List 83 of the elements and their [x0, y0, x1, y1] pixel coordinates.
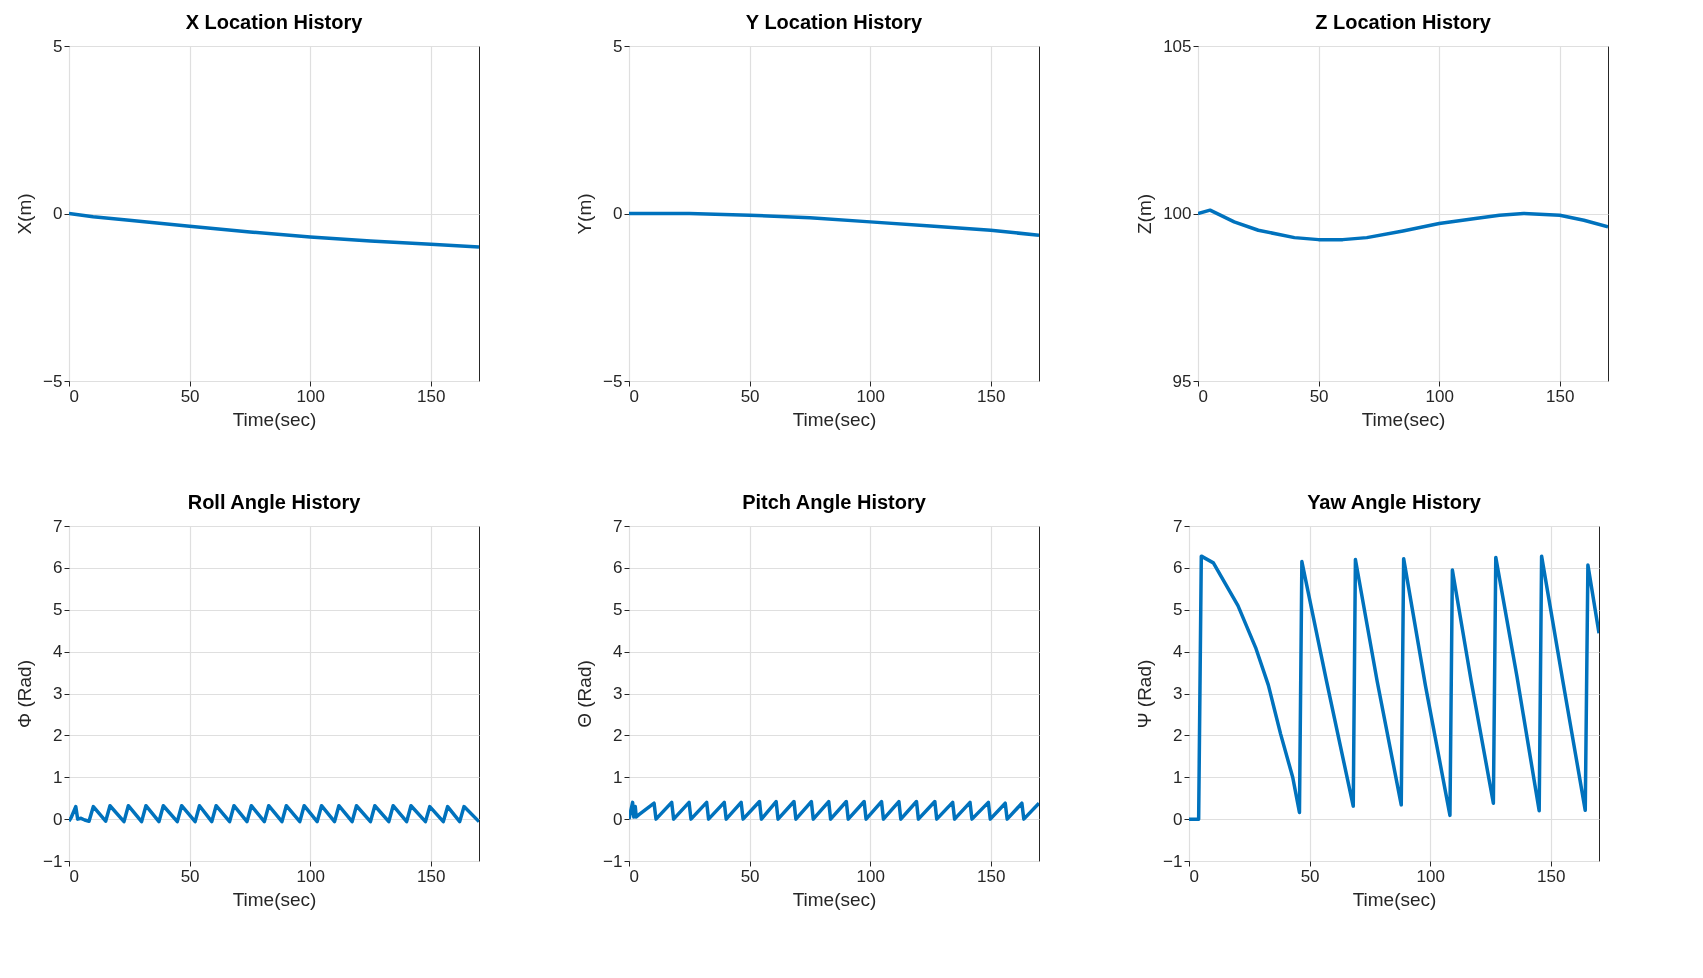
x-tick-label: 100 — [856, 866, 885, 886]
y-tick-label: 2 — [53, 725, 63, 745]
line-series — [69, 803, 479, 824]
y-axis-title: Θ (Rad) — [574, 660, 596, 728]
y-tick-label: 0 — [53, 204, 63, 223]
x-axis-title: Time(sec) — [792, 888, 877, 910]
y-tick-label: 0 — [1173, 809, 1183, 829]
y-tick-label: −5 — [603, 371, 623, 391]
x-tick-label: 100 — [856, 386, 885, 406]
y-tick-label: 1 — [53, 767, 63, 787]
y-tick-label: 0 — [613, 204, 623, 223]
x-tick-label: 50 — [180, 866, 200, 886]
x-tick-label: 100 — [296, 866, 325, 886]
x-tick-label: 100 — [296, 386, 325, 406]
y-tick-label: 3 — [613, 684, 623, 703]
x-tick-label: 0 — [629, 386, 639, 406]
x-axis-title: Time(sec) — [792, 408, 877, 430]
y-tick-label: 100 — [1163, 204, 1192, 223]
x-tick-label: 50 — [1309, 386, 1329, 406]
x-tick-label: 100 — [1425, 386, 1454, 406]
x-axis-title: Time(sec) — [1361, 408, 1446, 430]
chart-title: Roll Angle History — [187, 491, 362, 513]
x-tick-label: 0 — [1198, 386, 1208, 406]
x-tick-label: 150 — [1537, 866, 1566, 886]
y-tick-label: 3 — [1173, 684, 1183, 703]
y-axis-title: Y(m) — [574, 193, 596, 235]
y-tick-label: −1 — [43, 851, 63, 871]
x-tick-label: 0 — [69, 866, 79, 886]
x-tick-label: 50 — [740, 866, 760, 886]
y-tick-label: 1 — [1173, 767, 1183, 787]
x-tick-label: 100 — [1416, 866, 1445, 886]
x-tick-label: 50 — [180, 386, 200, 406]
y-tick-label: 3 — [53, 684, 63, 703]
x-axis-title: Time(sec) — [232, 888, 317, 910]
y-tick-label: 5 — [613, 36, 623, 56]
x-tick-label: 50 — [740, 386, 760, 406]
y-tick-label: 5 — [613, 600, 623, 620]
y-axis-title: Ψ (Rad) — [1134, 659, 1156, 729]
y-axis-title: Φ (Rad) — [14, 660, 36, 728]
y-tick-label: 4 — [1173, 642, 1183, 662]
chart-title: Y Location History — [745, 11, 924, 33]
x-tick-label: 0 — [69, 386, 79, 406]
y-tick-label: 6 — [613, 558, 623, 578]
x-tick-label: 150 — [1546, 386, 1575, 406]
x-tick-label: 150 — [977, 866, 1006, 886]
y-tick-label: 4 — [53, 642, 63, 662]
y-tick-label: 2 — [613, 725, 623, 745]
line-series — [1189, 554, 1599, 821]
x-tick-label: 150 — [417, 866, 446, 886]
y-tick-label: 105 — [1163, 36, 1192, 56]
x-axis-title: Time(sec) — [1352, 888, 1437, 910]
y-tick-label: 4 — [613, 642, 623, 662]
chart-title: Yaw Angle History — [1307, 491, 1482, 513]
y-tick-label: −5 — [43, 371, 63, 391]
y-tick-label: 0 — [53, 809, 63, 829]
y-tick-label: 2 — [1173, 725, 1183, 745]
y-tick-label: 6 — [1173, 558, 1183, 578]
x-tick-label: 150 — [417, 386, 446, 406]
x-axis-title: Time(sec) — [232, 408, 317, 430]
chart-title: X Location History — [185, 11, 364, 33]
y-tick-label: 0 — [613, 809, 623, 829]
line-series — [69, 211, 479, 249]
y-tick-label: 95 — [1172, 371, 1192, 391]
line-series — [629, 211, 1039, 238]
chart-title: Pitch Angle History — [742, 491, 927, 513]
y-axis-title: Z(m) — [1134, 193, 1156, 235]
y-tick-label: 7 — [53, 516, 63, 536]
line-series — [1198, 208, 1608, 242]
y-tick-label: 6 — [53, 558, 63, 578]
line-series — [629, 799, 1039, 821]
y-axis-title: X(m) — [14, 193, 36, 235]
y-tick-label: 1 — [613, 767, 623, 787]
y-tick-label: −1 — [1163, 851, 1183, 871]
y-tick-label: 5 — [53, 36, 63, 56]
y-tick-label: 7 — [613, 516, 623, 536]
x-tick-label: 150 — [977, 386, 1006, 406]
y-tick-label: −1 — [603, 851, 623, 871]
x-tick-label: 0 — [629, 866, 639, 886]
chart-title: Z Location History — [1315, 11, 1492, 33]
y-tick-label: 5 — [53, 600, 63, 620]
y-tick-label: 5 — [1173, 600, 1183, 620]
y-tick-label: 7 — [1173, 516, 1183, 536]
x-tick-label: 50 — [1300, 866, 1320, 886]
